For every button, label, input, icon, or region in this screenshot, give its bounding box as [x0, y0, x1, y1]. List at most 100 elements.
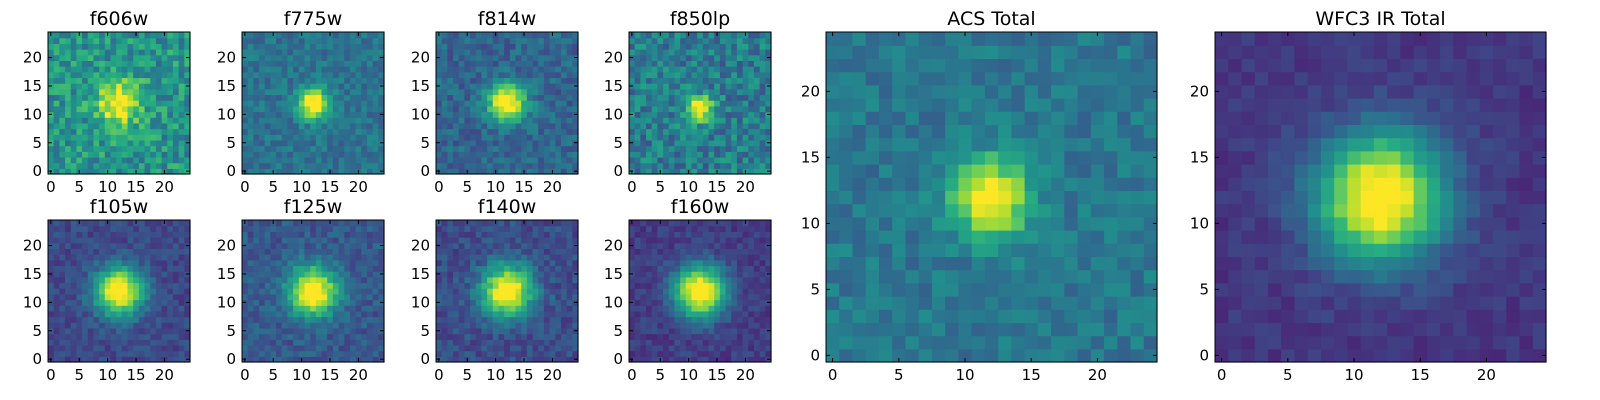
pixel: [332, 225, 340, 232]
pixel: [167, 105, 174, 113]
pixel: [753, 322, 761, 329]
pixel: [725, 333, 732, 340]
pixel: [281, 83, 289, 90]
pixel: [651, 66, 658, 73]
pixel: [543, 299, 551, 306]
pixel: [116, 316, 123, 323]
pixel: [93, 339, 100, 346]
y-tick-label: 5: [613, 134, 623, 152]
pixel: [127, 225, 134, 232]
pixel: [121, 88, 129, 96]
pixel: [104, 231, 112, 238]
pixel: [293, 105, 300, 113]
pixel: [736, 276, 744, 284]
pixel: [719, 122, 727, 130]
pixel: [436, 254, 443, 261]
pixel: [742, 77, 749, 84]
pixel: [646, 122, 653, 130]
pixel: [646, 350, 653, 357]
pixel: [70, 128, 77, 135]
pixel: [504, 71, 511, 79]
pixel: [504, 94, 511, 101]
pixel: [441, 151, 448, 158]
pixel: [338, 225, 345, 232]
pixel: [253, 37, 260, 44]
pixel: [293, 66, 300, 73]
pixel: [447, 139, 454, 147]
pixel: [470, 237, 477, 244]
pixel: [270, 276, 277, 284]
pixel: [453, 316, 460, 323]
pixel: [566, 271, 573, 278]
pixel: [549, 71, 556, 79]
pixel: [560, 339, 568, 346]
pixel: [253, 299, 260, 306]
pixel: [560, 43, 568, 50]
pixel: [70, 71, 77, 79]
pixel: [736, 100, 744, 107]
pixel: [259, 151, 266, 158]
pixel: [349, 237, 357, 244]
pixel: [133, 248, 140, 255]
pixel: [121, 350, 129, 357]
pixel: [481, 43, 488, 50]
pixel: [264, 248, 271, 255]
pixel: [344, 339, 351, 346]
pixel: [475, 88, 483, 96]
pixel: [674, 37, 681, 44]
pixel: [287, 71, 294, 79]
pixel: [155, 265, 163, 272]
pixel: [538, 156, 545, 164]
pixel: [104, 293, 112, 301]
pixel: [526, 49, 534, 56]
pixel: [321, 32, 328, 39]
pixel: [453, 350, 460, 357]
pixel: [492, 66, 500, 73]
pixel: [657, 293, 664, 301]
pixel: [538, 344, 545, 352]
pixel: [458, 151, 465, 158]
pixel: [332, 293, 340, 301]
pixel: [93, 322, 100, 329]
pixel: [640, 77, 647, 84]
pixel: [138, 356, 146, 363]
pixel: [87, 344, 95, 352]
pixel: [464, 339, 471, 346]
pixel: [65, 60, 72, 67]
pixel: [453, 54, 460, 61]
pixel: [759, 66, 766, 73]
pixel: [247, 117, 254, 124]
pixel: [481, 259, 488, 267]
pixel: [361, 66, 368, 73]
pixel: [304, 32, 311, 39]
pixel: [736, 299, 744, 306]
pixel: [526, 122, 534, 130]
pixel: [76, 43, 83, 50]
pixel: [725, 293, 732, 301]
pixel: [82, 248, 89, 255]
pixel: [281, 134, 289, 141]
pixel: [640, 83, 647, 90]
pixel: [138, 168, 146, 175]
pixel: [138, 333, 146, 340]
pixel: [121, 60, 129, 67]
pixel: [372, 242, 379, 249]
pixel: [110, 60, 117, 67]
x-tick-label: 20: [543, 178, 562, 196]
pixel: [629, 88, 636, 96]
pixel: [242, 293, 249, 301]
pixel: [646, 293, 653, 301]
pixel: [53, 356, 60, 363]
pixel: [93, 134, 100, 141]
pixel: [651, 49, 658, 56]
pixel: [543, 339, 551, 346]
pixel: [281, 316, 289, 323]
pixel: [110, 151, 117, 158]
pixel: [327, 88, 334, 96]
pixel: [344, 327, 351, 335]
pixel: [560, 259, 568, 267]
pixel: [526, 77, 534, 84]
pixel: [753, 32, 761, 39]
pixel: [242, 60, 249, 67]
pixel: [759, 145, 766, 152]
